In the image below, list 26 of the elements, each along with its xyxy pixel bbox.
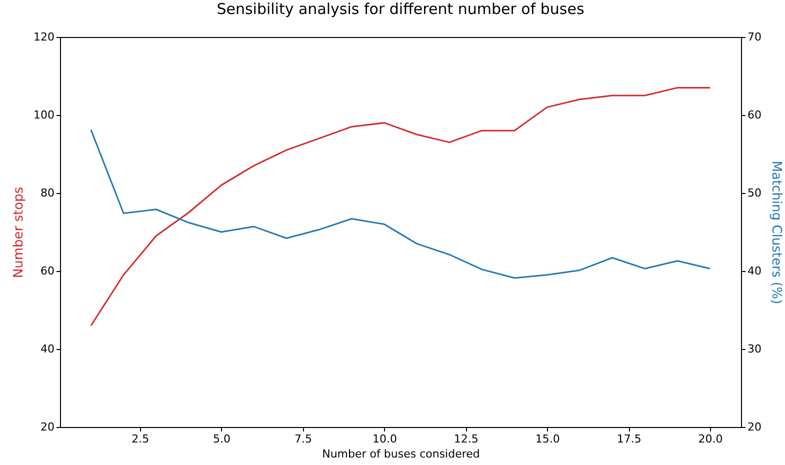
x-tick-label: 7.5 (294, 432, 312, 446)
y2-tick-label: 50 (748, 186, 762, 200)
x-tick-label: 2.5 (132, 432, 150, 446)
y-axis-title: Number stops (12, 186, 27, 278)
x-tick-label: 17.5 (616, 432, 642, 446)
y-tick-label: 20 (40, 420, 54, 434)
y2-axis-title: Matching Clusters (%) (768, 160, 784, 304)
y-tick-label: 40 (40, 342, 54, 356)
line-series (90, 129, 711, 279)
x-axis-title: Number of buses considered (322, 448, 480, 460)
x-tick-label: 20.0 (698, 432, 723, 446)
y-tick-label: 120 (34, 30, 54, 44)
line-series (90, 86, 711, 326)
chart-title: Sensibility analysis for different number of buses (216, 0, 584, 18)
x-tick-label: 15.0 (535, 432, 560, 446)
y2-tick-label: 20 (748, 420, 762, 434)
y-tick-label: 80 (40, 186, 54, 200)
x-tick-label: 10.0 (372, 432, 397, 446)
y2-tick-label: 40 (748, 264, 762, 278)
y2-tick-label: 60 (748, 108, 762, 122)
y2-tick-label: 70 (748, 30, 762, 44)
y2-tick-label: 30 (748, 342, 762, 356)
y-tick-label: 100 (34, 108, 54, 122)
x-tick-label: 5.0 (213, 432, 231, 446)
y-tick-label: 60 (40, 264, 54, 278)
x-tick-label: 12.5 (454, 432, 478, 446)
